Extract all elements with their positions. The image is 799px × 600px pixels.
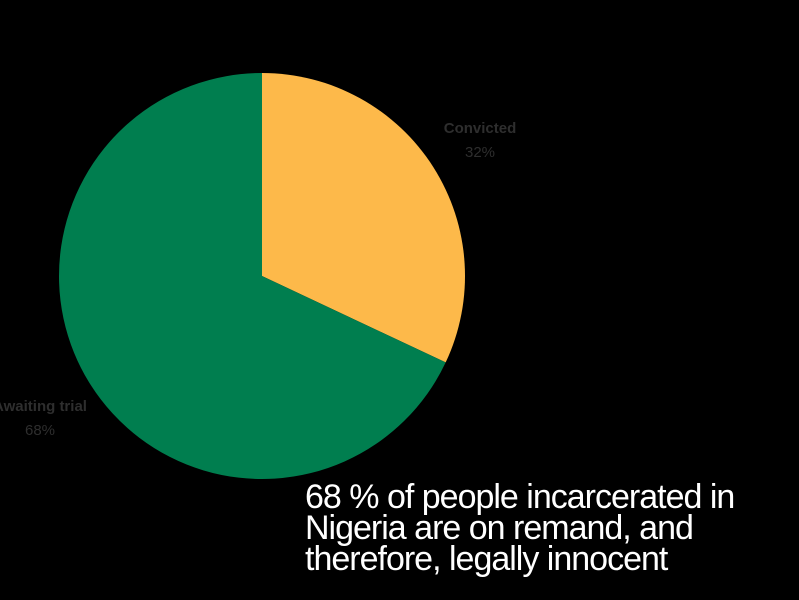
caption-line-2: Nigeria are on remand, and: [305, 509, 694, 547]
pie-slice-awaiting-trial: [59, 72, 446, 479]
caption-line-3: therefore, legally innocent: [305, 540, 668, 578]
slice-label-awaiting-trial: Awaiting trial: [0, 398, 87, 415]
slice-label-convicted: Convicted: [444, 120, 517, 137]
pie-slice-convicted: [262, 73, 465, 363]
caption-line-1: 68 % of people incarcerated in: [305, 478, 735, 516]
slice-percent-awaiting-trial: 68%: [25, 422, 55, 439]
chart-caption: 68 % of people incarcerated in Nigeria a…: [305, 478, 795, 578]
slice-percent-convicted: 32%: [465, 144, 495, 161]
